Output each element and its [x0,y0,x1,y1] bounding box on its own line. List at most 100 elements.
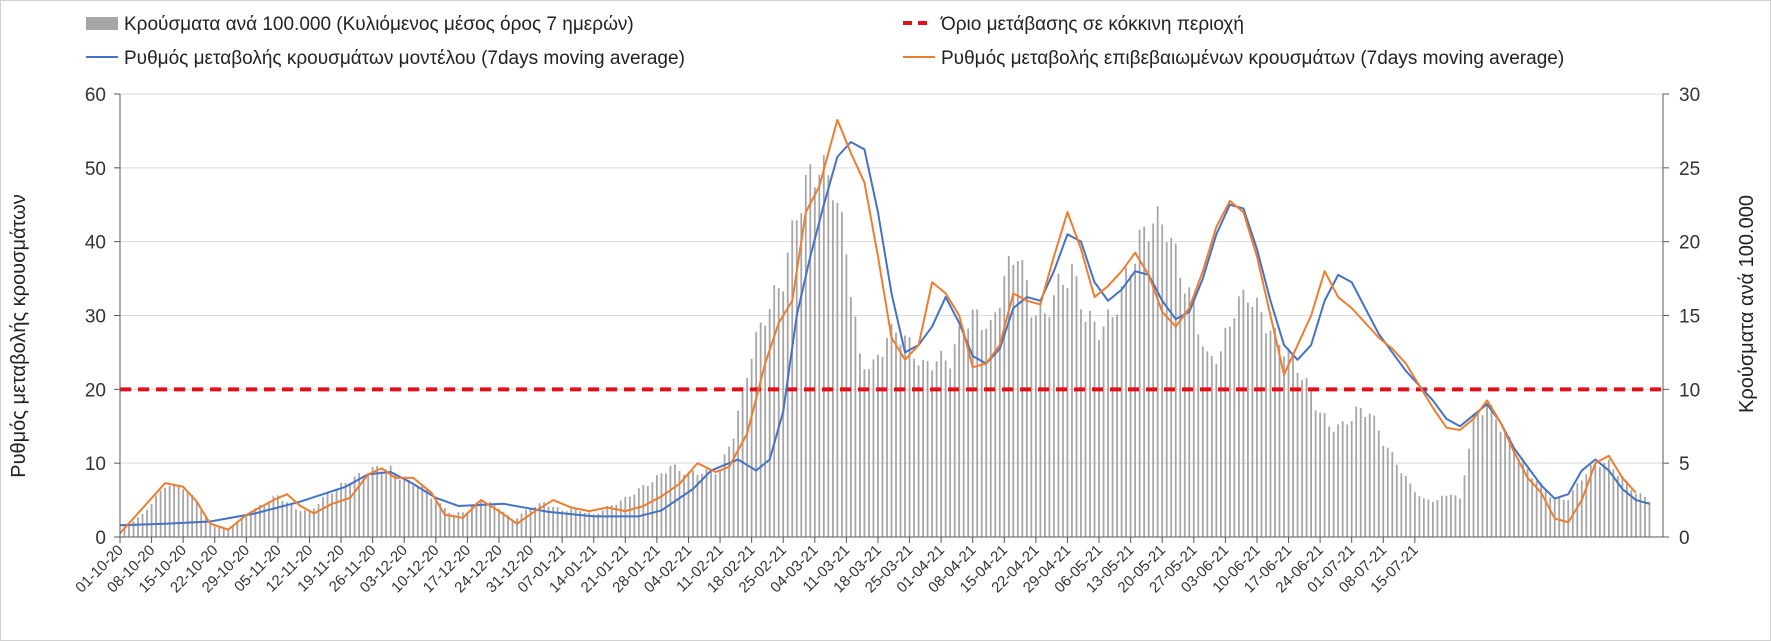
bar [1292,352,1294,537]
bar [840,211,843,537]
bar [286,502,288,537]
bar [1648,501,1651,537]
bar [705,468,708,537]
legend: Κρούσματα ανά 100.000 (Κυλιόμενος μέσος … [86,14,1564,69]
bar [1463,475,1466,537]
bar [1116,314,1118,537]
bar [1111,317,1114,537]
bar [660,473,663,537]
bar [759,322,762,537]
bar [1395,464,1398,537]
bar [588,512,591,537]
bar [263,504,266,537]
bar [258,504,261,537]
bar [1025,280,1028,537]
bar [669,465,672,537]
bar [1472,413,1475,537]
bar [340,482,342,537]
bar [989,320,992,537]
bar [678,470,681,537]
bar [1098,340,1100,537]
bar [344,482,347,537]
bar [295,509,297,537]
bar [922,360,924,537]
bar [1274,327,1276,537]
bar [1644,497,1646,537]
bar [565,511,568,537]
bar [1422,498,1425,537]
bar [1364,417,1367,537]
bar [1107,309,1109,537]
bar [1269,330,1272,537]
bar [949,368,952,537]
bar [655,475,658,537]
bar [714,474,717,537]
bar [746,377,749,537]
line-series [119,118,1650,534]
bar [1391,451,1394,537]
bar [1233,318,1236,537]
bar [425,490,428,537]
right-axis-tick-label: 0 [1679,528,1690,549]
bar [277,495,279,537]
bar [913,358,915,537]
bar [732,438,735,537]
bar [475,502,478,537]
bar [570,508,573,537]
bar [795,220,798,538]
bar [317,503,320,537]
bar [1540,482,1543,537]
bar [407,479,410,537]
bar [773,285,776,537]
bar [516,518,518,537]
bar [723,454,726,537]
bar [1071,264,1073,537]
bar [1301,379,1303,537]
bar [1034,315,1037,537]
right-axis-tick-label: 30 [1679,85,1700,106]
bar [1373,415,1376,537]
bar [619,500,622,537]
bar [349,482,351,537]
legend-threshold-label: Όριο μετάβασης σε κόκκινη περιοχή [940,14,1244,35]
bar [872,359,875,537]
bar [1256,297,1258,537]
bar [358,473,361,537]
bar [1075,276,1078,537]
bar [592,514,595,537]
bar [1044,313,1046,537]
bar [1210,356,1213,537]
bar [601,510,604,537]
bar [1359,407,1362,537]
bar [764,325,767,537]
bar [1134,263,1137,537]
legend-model-label: Ρυθμός μεταβολής κρουσμάτων μοντέλου (7d… [124,48,685,69]
left-axis-tick-label: 30 [85,307,106,328]
bar [1296,372,1299,537]
left-axis-tick-label: 10 [85,454,106,475]
bar [665,473,667,537]
bar [1621,476,1624,537]
bar [710,470,712,537]
bar [1161,224,1164,537]
left-axis-title: Ρυθμός μεταβολής κρουσμάτων [8,194,30,478]
left-axis-tick-label: 0 [95,528,106,549]
bar [222,528,225,537]
bar [272,496,275,537]
bar [1346,424,1349,537]
right-axis-tick-label: 5 [1679,454,1690,475]
bar [1436,500,1439,537]
bar [1021,260,1024,537]
bar [1432,501,1434,537]
bar [1125,267,1128,537]
bar [1120,286,1123,537]
bar [1341,421,1344,537]
right-axis-tick-label: 10 [1679,380,1700,401]
bar [1580,480,1583,537]
bar [281,500,284,537]
bar [1508,436,1511,537]
bar [1549,497,1552,537]
bar [1215,363,1218,537]
